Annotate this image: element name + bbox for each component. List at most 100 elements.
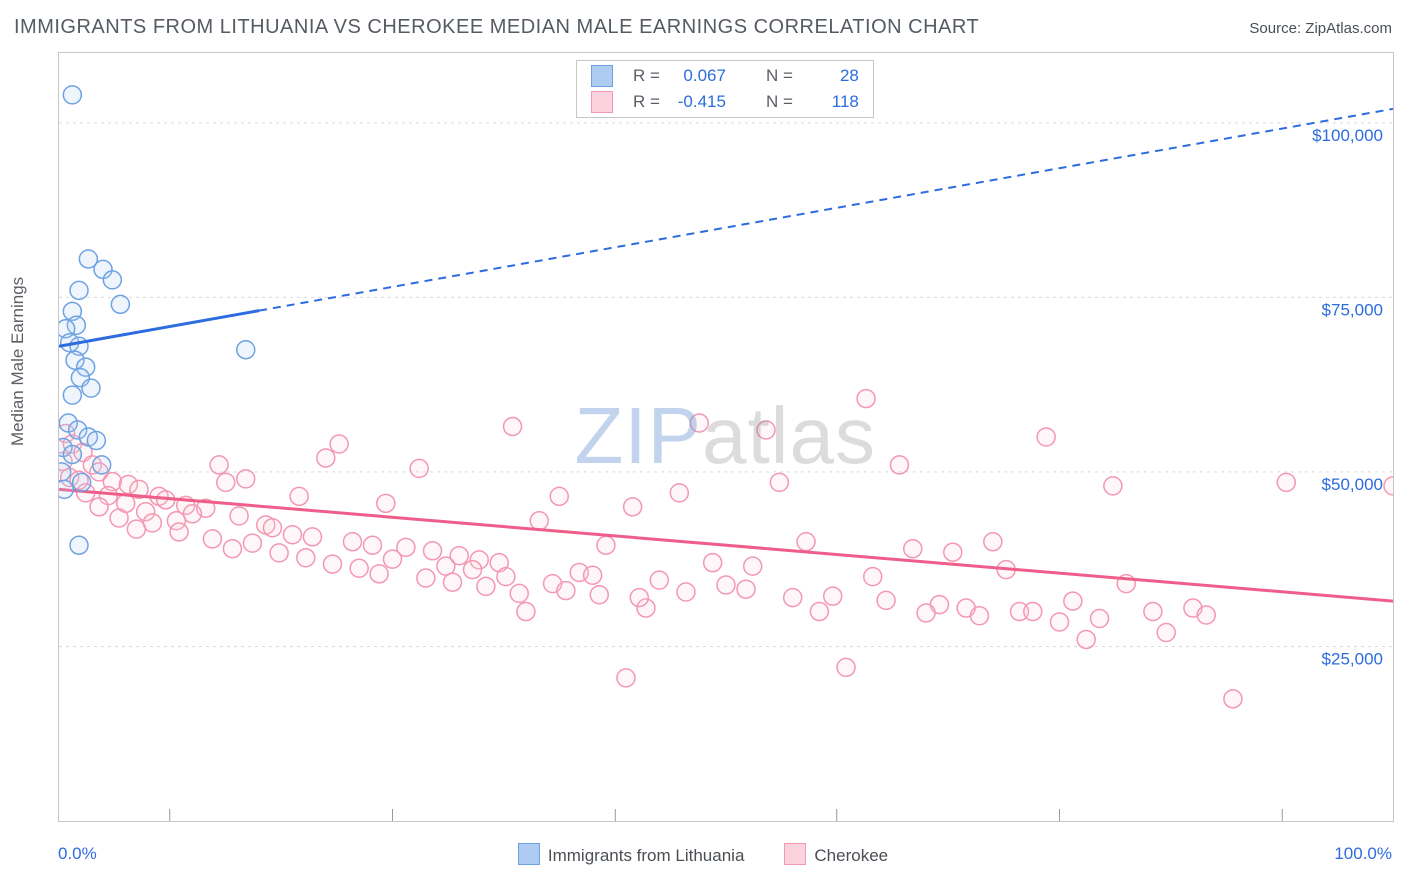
legend-swatch-icon	[518, 843, 540, 865]
scatter-point	[303, 528, 321, 546]
scatter-point	[410, 459, 428, 477]
legend-swatch-icon	[591, 91, 613, 113]
stats-legend: R = 0.067N = 28R = -0.415N = 118	[576, 60, 874, 118]
scatter-point	[103, 271, 121, 289]
scatter-point	[550, 487, 568, 505]
scatter-point	[111, 295, 129, 313]
scatter-point	[82, 379, 100, 397]
scatter-point	[877, 591, 895, 609]
scatter-point	[690, 414, 708, 432]
scatter-point	[677, 583, 695, 601]
scatter-point	[857, 390, 875, 408]
n-label: N =	[766, 92, 793, 112]
source-name: ZipAtlas.com	[1305, 20, 1392, 37]
scatter-point	[350, 559, 368, 577]
scatter-point	[810, 603, 828, 621]
scatter-point	[217, 473, 235, 491]
scatter-svg: $25,000 $50,000 $75,000 $100,000	[59, 53, 1393, 821]
scatter-point	[1197, 606, 1215, 624]
scatter-point	[110, 509, 128, 527]
scatter-point	[1024, 603, 1042, 621]
scatter-point	[904, 540, 922, 558]
r-label: R =	[633, 92, 660, 112]
source-line: Source: ZipAtlas.com	[1249, 20, 1392, 37]
stats-legend-row: R = -0.415 N = 118	[577, 89, 873, 115]
scatter-point	[617, 669, 635, 687]
source-prefix: Source:	[1249, 20, 1305, 37]
scatter-point	[717, 576, 735, 594]
scatter-point	[1077, 630, 1095, 648]
scatter-point	[744, 557, 762, 575]
scatter-point	[1051, 613, 1069, 631]
scatter-point	[297, 549, 315, 567]
scatter-point	[584, 566, 602, 584]
scatter-point	[504, 418, 522, 436]
scatter-point	[243, 534, 261, 552]
scatter-point	[323, 555, 341, 573]
scatter-point	[824, 587, 842, 605]
scatter-point	[1091, 610, 1109, 628]
scatter-point	[477, 577, 495, 595]
scatter-point	[630, 589, 648, 607]
scatter-point	[517, 603, 535, 621]
scatter-point	[1224, 690, 1242, 708]
scatter-point	[263, 519, 281, 537]
scatter-point	[770, 473, 788, 491]
r-label: R =	[633, 66, 660, 86]
scatter-point	[1144, 603, 1162, 621]
scatter-point	[1104, 477, 1122, 495]
legend-item-lithuania: Immigrants from Lithuania	[518, 843, 745, 866]
scatter-point	[444, 573, 462, 591]
scatter-point	[223, 540, 241, 558]
scatter-point	[343, 533, 361, 551]
scatter-point	[127, 520, 145, 538]
stats-legend-row: R = 0.067N = 28	[577, 63, 873, 89]
trend-line-extrapolated	[259, 109, 1393, 311]
scatter-point	[704, 554, 722, 572]
trend-line	[59, 311, 259, 347]
scatter-point	[1064, 592, 1082, 610]
scatter-point	[377, 494, 395, 512]
scatter-point	[737, 580, 755, 598]
scatter-point	[590, 586, 608, 604]
scatter-point	[424, 542, 442, 560]
scatter-point	[170, 523, 188, 541]
legend-swatch-icon	[784, 843, 806, 865]
y-tick-label: $50,000	[1322, 475, 1383, 494]
scatter-point	[970, 607, 988, 625]
scatter-point	[557, 582, 575, 600]
y-tick-label: $100,000	[1312, 126, 1383, 145]
n-value: 28	[805, 66, 859, 86]
r-value: -0.415	[672, 92, 726, 112]
n-value: 118	[805, 92, 859, 112]
scatter-point	[230, 507, 248, 525]
scatter-point	[63, 386, 81, 404]
scatter-point	[497, 568, 515, 586]
scatter-point	[370, 565, 388, 583]
legend-swatch-icon	[591, 65, 613, 87]
scatter-point	[417, 569, 435, 587]
plot-area: $25,000 $50,000 $75,000 $100,000	[58, 52, 1394, 822]
scatter-point	[63, 86, 81, 104]
legend-label: Immigrants from Lithuania	[548, 846, 745, 865]
scatter-point	[59, 480, 73, 498]
scatter-point	[510, 584, 528, 602]
scatter-point	[317, 449, 335, 467]
scatter-point	[864, 568, 882, 586]
scatter-point	[670, 484, 688, 502]
y-tick-label: $25,000	[1322, 649, 1383, 668]
scatter-point	[59, 463, 71, 481]
scatter-point	[464, 561, 482, 579]
chart-title: IMMIGRANTS FROM LITHUANIA VS CHEROKEE ME…	[14, 16, 979, 39]
scatter-point	[624, 498, 642, 516]
scatter-point	[237, 470, 255, 488]
y-tick-label: $75,000	[1322, 300, 1383, 319]
scatter-point	[1157, 623, 1175, 641]
scatter-point	[384, 550, 402, 568]
y-axis-label: Median Male Earnings	[8, 277, 28, 446]
scatter-point	[917, 604, 935, 622]
scatter-point	[944, 543, 962, 561]
scatter-point	[73, 473, 91, 491]
scatter-point	[87, 431, 105, 449]
scatter-point	[203, 530, 221, 548]
